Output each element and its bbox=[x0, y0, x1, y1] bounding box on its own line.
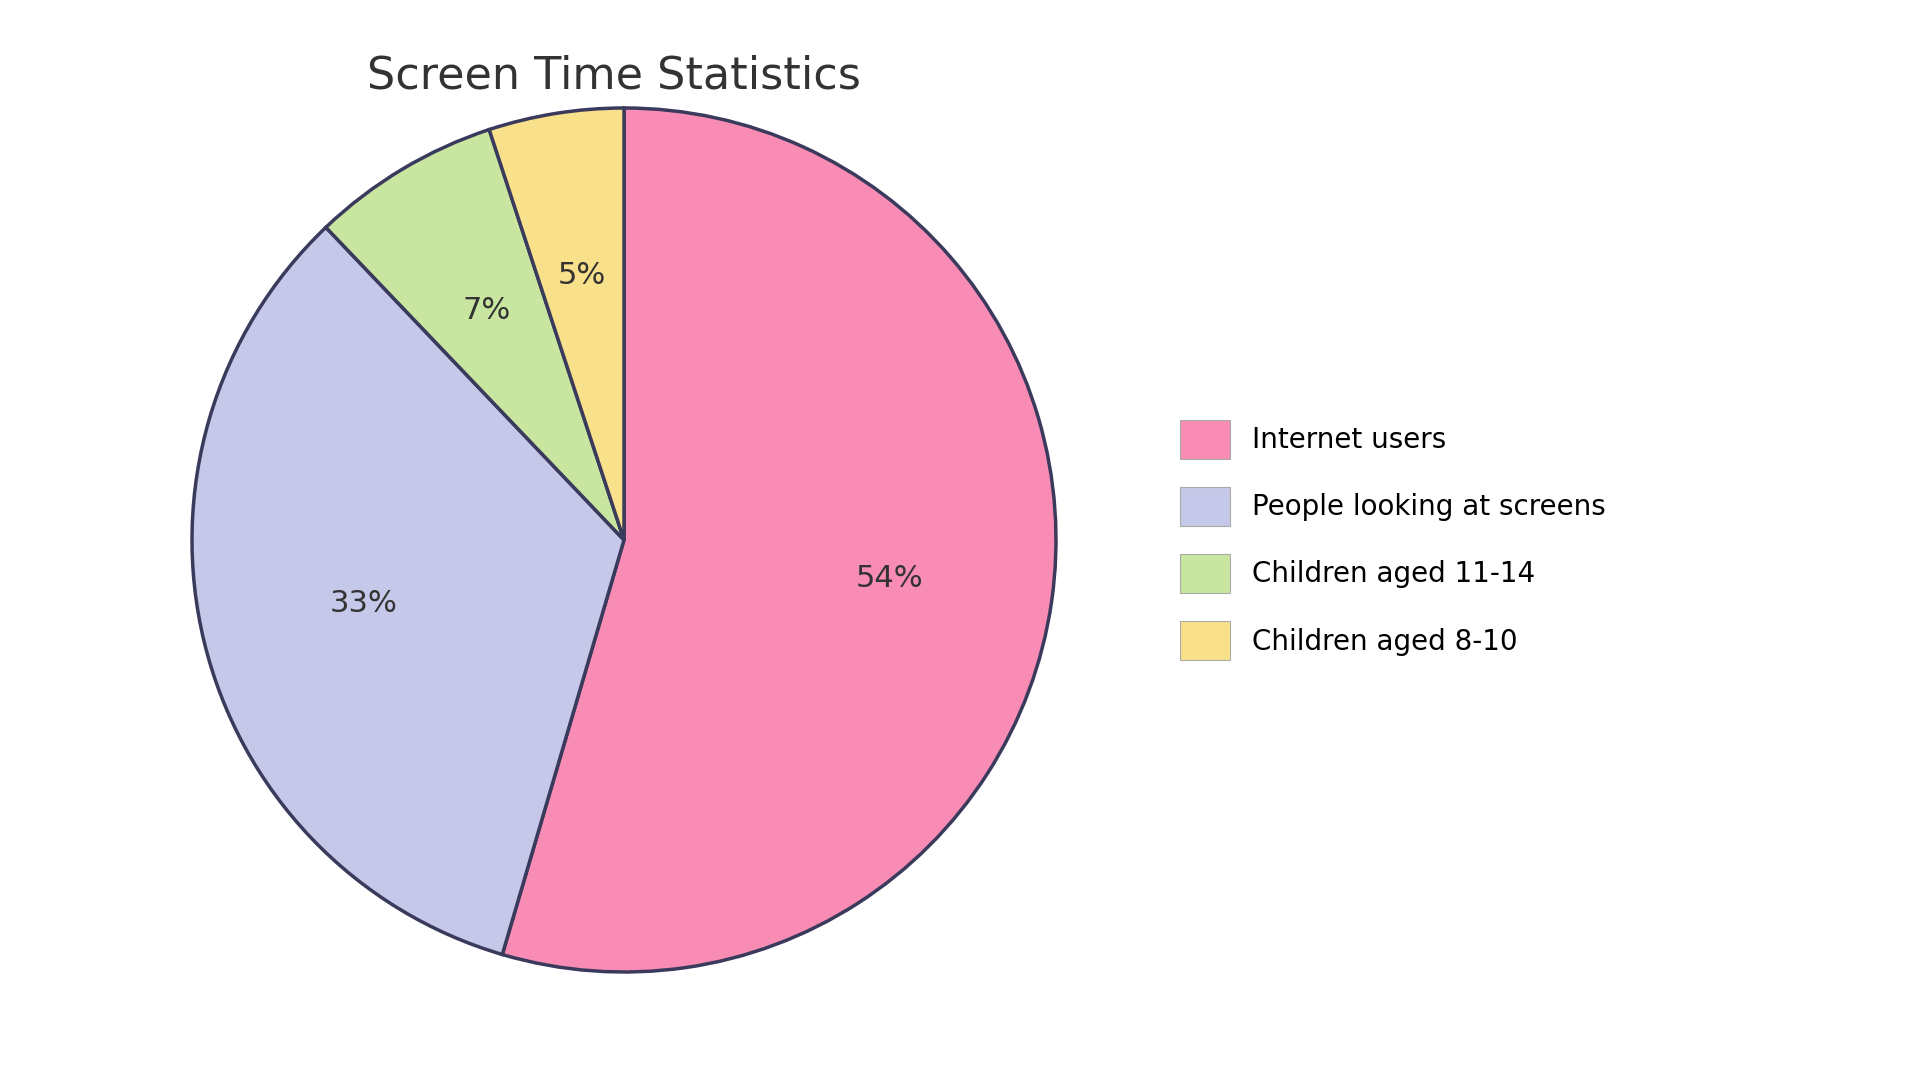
Wedge shape bbox=[490, 108, 624, 540]
Legend: Internet users, People looking at screens, Children aged 11-14, Children aged 8-: Internet users, People looking at screen… bbox=[1165, 406, 1620, 674]
Text: 54%: 54% bbox=[854, 564, 924, 593]
Text: 33%: 33% bbox=[330, 589, 397, 618]
Text: 7%: 7% bbox=[463, 296, 511, 325]
Text: Screen Time Statistics: Screen Time Statistics bbox=[367, 54, 862, 97]
Text: 5%: 5% bbox=[557, 261, 607, 291]
Wedge shape bbox=[192, 228, 624, 955]
Wedge shape bbox=[326, 130, 624, 540]
Wedge shape bbox=[503, 108, 1056, 972]
